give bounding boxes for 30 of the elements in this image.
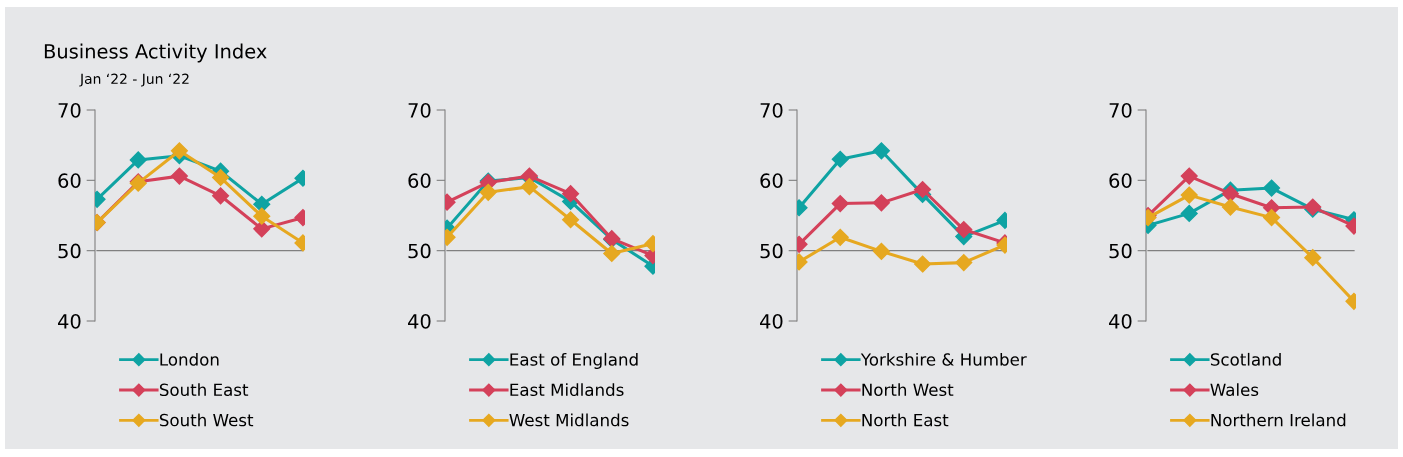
chart-title: Business Activity Index (44, 43, 267, 63)
y-tick-label: 40 (408, 313, 431, 329)
legend-label: Yorkshire & Humber (860, 352, 1027, 366)
y-tick-label: 50 (408, 243, 431, 259)
y-tick-label: 40 (1109, 313, 1132, 329)
y-tick-label: 60 (408, 173, 431, 188)
legend-label: South East (159, 383, 249, 397)
legend-label: Scotland (1210, 352, 1281, 366)
legend-label: London (160, 352, 219, 366)
y-tick-label: 50 (58, 243, 81, 259)
legend-label: Northern Ireland (1211, 413, 1346, 427)
legend-label: North West (862, 383, 954, 397)
y-tick-label: 60 (1109, 173, 1132, 188)
y-tick-label: 70 (58, 102, 81, 118)
y-tick-label: 60 (58, 173, 81, 188)
legend-label: South West (159, 413, 254, 427)
y-tick-label: 40 (58, 313, 81, 329)
y-tick-label: 70 (760, 102, 783, 118)
legend-label: East of England (510, 352, 638, 370)
legend-label: North East (862, 413, 949, 427)
y-tick-label: 70 (408, 102, 431, 118)
chart-subtitle: Jan ‘22 - Jun ‘22 (79, 73, 189, 87)
legend-label: East Midlands (510, 383, 624, 397)
y-tick-label: 50 (760, 243, 783, 259)
y-tick-label: 60 (760, 173, 783, 188)
y-tick-label: 40 (760, 313, 783, 329)
legend-label: Wales (1210, 383, 1259, 397)
y-tick-label: 70 (1109, 102, 1132, 118)
legend-label: West Midlands (509, 413, 629, 427)
y-tick-label: 50 (1109, 243, 1132, 259)
